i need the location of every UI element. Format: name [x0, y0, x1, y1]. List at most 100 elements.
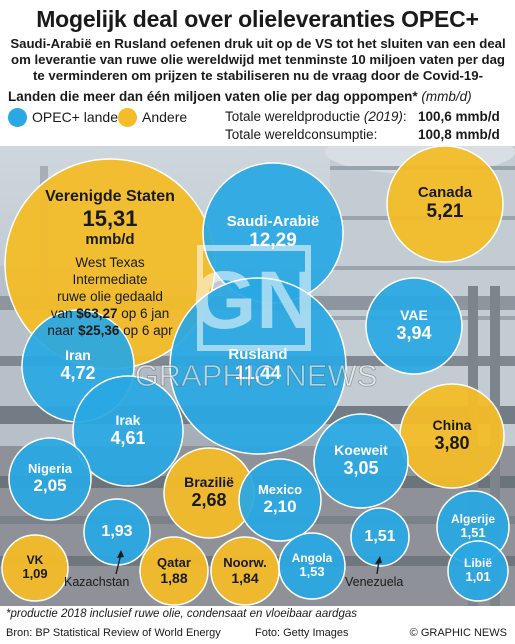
section-unit: (mmb/d) [421, 89, 472, 104]
production-value: 11,44 [234, 363, 282, 385]
world-consumption-label: Totale wereldconsumptie: [225, 127, 378, 142]
bubble-koeweit [313, 413, 409, 509]
production-value: 1,51 [460, 525, 486, 541]
bubble-angola [278, 532, 346, 600]
price-date: op 6 apr [119, 322, 173, 338]
price-prefix: naar [47, 322, 79, 338]
note-line: ruwe olie gedaald [57, 289, 163, 304]
note-line: West Texas [75, 255, 145, 271]
section-title: Landen die meer dan één miljoen vaten ol… [8, 89, 472, 104]
production-unit: mmb/d [85, 231, 135, 249]
bubble-label-libie: Libië 1,01 [448, 541, 508, 601]
country-name: Qatar [157, 554, 191, 570]
country-name: Angola [291, 550, 333, 565]
country-name: Canada [417, 183, 473, 201]
bubble-mexico [238, 458, 322, 542]
production-value: 1,53 [299, 564, 325, 580]
country-name: Noorw. [223, 554, 267, 570]
bubble-label-iran: Iran 4,72 [22, 310, 134, 422]
country-name: China [432, 416, 472, 433]
production-value: 2,68 [191, 490, 227, 511]
production-value: 1,84 [231, 570, 259, 587]
country-name: Algerije [450, 511, 495, 526]
price-line: van $63,27 op 6 jan [51, 306, 170, 323]
bubble-label-irak: Irak 4,61 [73, 376, 183, 486]
bubble-label-nigeria: Nigeria 2,05 [9, 438, 91, 520]
bubble-label-mexico: Mexico 2,10 [239, 459, 321, 541]
production-value: 5,21 [426, 201, 464, 223]
production-value: 4,72 [60, 363, 96, 384]
world-production-value: 100,6 mmb/d [418, 109, 500, 124]
bubble-label-venezuela: 1,51 [351, 508, 409, 566]
country-name: Koeweit [334, 441, 388, 458]
country-name: VK [26, 552, 44, 567]
bubble-label-vae: VAE 3,94 [366, 278, 462, 374]
production-value: 2,10 [263, 497, 297, 517]
bubble-canada [386, 146, 504, 263]
country-name: Rusland [228, 345, 288, 363]
price-date: op 6 jan [117, 305, 170, 321]
production-value: 3,94 [396, 323, 432, 344]
country-name: Mexico [257, 482, 303, 498]
bubble-venezuela [350, 507, 410, 567]
source: Bron: BP Statistical Review of World Ene… [6, 627, 221, 639]
production-value: 15,31 [82, 205, 138, 231]
production-value: 1,93 [101, 522, 133, 540]
bubble-irak [72, 375, 184, 487]
bubble-vk [1, 534, 69, 602]
bubble-label-verenigde-staten: Verenigde Staten 15,31 mmb/d West Texas Inte… [5, 159, 215, 369]
bubble-libie [447, 540, 509, 602]
country-name: VAE [400, 306, 428, 323]
price-prefix: van [50, 305, 77, 321]
bubble-label-canada: Canada 5,21 [387, 146, 503, 262]
world-production-label: Totale wereldproductie (2019): [225, 109, 407, 124]
production-value: 3,80 [434, 433, 470, 454]
bubble-label-kazachstan: 1,93 [84, 499, 150, 565]
copyright: © GRAPHIC NEWS [409, 627, 507, 639]
country-name: Iran [65, 346, 91, 363]
country-name: Saudi-Arabië [226, 212, 320, 230]
production-value: 4,61 [110, 428, 146, 449]
legend-opec-label: OPEC+ landen [32, 109, 126, 125]
world-production-year: (2019) [363, 109, 403, 124]
bubble-nigeria [8, 437, 92, 521]
bubble-label-vk: VK 1,09 [2, 535, 68, 601]
bubble-qatar [139, 536, 209, 606]
world-consumption-value: 100,8 mmb/d [418, 127, 500, 142]
bubble-label-brazilie: Brazilië 2,68 [164, 448, 254, 538]
country-name: Irak [115, 411, 141, 428]
legend-other-swatch [118, 108, 137, 127]
bubble-label-algerije: Algerije 1,51 [437, 491, 509, 563]
legend-other-label: Andere [142, 109, 188, 125]
production-value: 3,05 [343, 458, 379, 479]
price-line: naar $25,36 op 6 apr [47, 323, 172, 340]
bubble-label-noorw: Noorw. 1,84 [211, 537, 279, 605]
photo-credit: Foto: Getty Images [255, 627, 349, 639]
bubble-label-koeweit: Koeweit 3,05 [314, 414, 408, 508]
venezuela-callout: Venezuela [345, 575, 404, 589]
production-value: 1,51 [364, 527, 396, 545]
production-value: 2,05 [33, 476, 67, 496]
production-value: 1,09 [22, 566, 48, 582]
bubble-labels: Verenigde Staten 15,31 mmb/d West Texas Inte… [0, 146, 515, 606]
section-title-text: Landen die meer dan één miljoen vaten ol… [8, 89, 418, 104]
country-name: Brazilië [184, 473, 234, 490]
price-value: $63,27 [76, 305, 118, 321]
footnote: *productie 2018 inclusief ruwe olie, con… [6, 608, 357, 620]
legend-panel: Landen die meer dan één miljoen vaten ol… [0, 86, 515, 146]
production-value: 12,29 [249, 230, 297, 252]
bubble-vae [365, 277, 463, 375]
country-name: Libië [463, 555, 492, 570]
infographic-title: Mogelijk deal over olieleveranties OPEC+ [36, 6, 479, 32]
production-value: 1,01 [465, 569, 491, 585]
bubble-label-china: China 3,80 [400, 384, 504, 488]
bubble-label-qatar: Qatar 1,88 [140, 537, 208, 605]
world-production-colon: : [402, 109, 407, 124]
country-name: Nigeria [27, 461, 73, 477]
price-value: $25,36 [78, 322, 120, 338]
refinery-photo: Verenigde Staten 15,31 mmb/d West Texas Inte… [0, 146, 515, 606]
world-production-text: Totale wereldproductie [225, 109, 364, 124]
bubble-label-angola: Angola 1,53 [279, 533, 345, 599]
kazachstan-callout: Kazachstan [64, 575, 130, 589]
note-line: Intermediate [72, 272, 148, 288]
